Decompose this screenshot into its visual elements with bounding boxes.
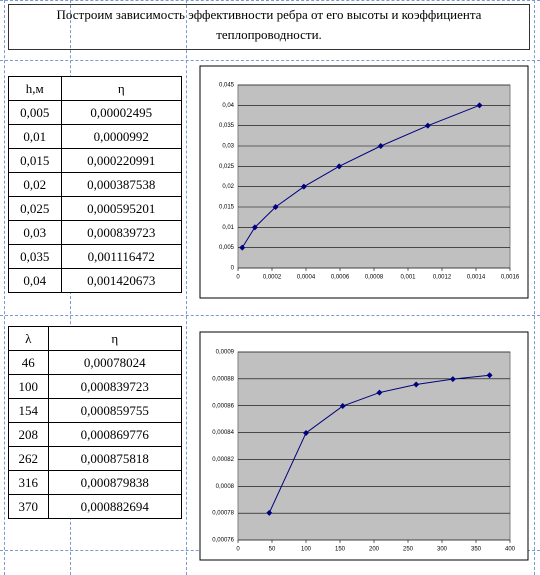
cell: 0,03: [8, 220, 62, 245]
data-point: [272, 204, 279, 210]
x-tick-label: 400: [505, 547, 516, 553]
x-tick-label: 0,0006: [331, 275, 350, 281]
cell: 0,0000992: [60, 124, 183, 149]
cell: 0,015: [8, 148, 62, 173]
cell: 0,000839723: [60, 220, 183, 245]
x-tick-label: 0,0008: [365, 275, 384, 281]
y-tick-label: 0,00076: [212, 538, 234, 544]
x-tick-label: 300: [437, 547, 448, 553]
table-conductivity: λ η 46 0,00078024 100 0,000839723 154 0,0008597…: [8, 326, 182, 519]
data-point: [266, 509, 273, 516]
cell: 0,02: [8, 172, 62, 197]
data-point: [476, 102, 483, 109]
x-tick-label: 250: [403, 547, 414, 553]
cell: 100: [8, 374, 49, 399]
title: Построим зависимость эффективности ребра…: [8, 4, 530, 50]
x-tick-label: 0,0014: [467, 275, 486, 281]
cell: 0,005: [8, 100, 62, 125]
cell: 0,000882694: [47, 494, 182, 519]
data-point: [486, 372, 493, 379]
data-point: [339, 403, 346, 410]
x-tick-label: 0,0016: [501, 275, 520, 281]
header-cell: η: [47, 326, 182, 351]
cell: 0,000595201: [60, 196, 183, 221]
x-tick-label: 50: [269, 547, 276, 553]
data-point: [377, 143, 384, 149]
data-point: [300, 183, 307, 190]
data-point: [413, 381, 420, 388]
x-tick-label: 200: [369, 547, 380, 553]
cell: 0,000220991: [60, 148, 183, 173]
y-tick-label: 0,02: [222, 184, 234, 190]
y-tick-label: 0,00082: [212, 457, 234, 463]
y-tick-label: 0: [231, 266, 235, 272]
plot-area: [237, 84, 511, 269]
x-tick-label: 350: [471, 547, 482, 553]
y-tick-label: 0,0009: [216, 350, 235, 356]
x-tick-label: 0,001: [400, 275, 416, 281]
title-text: Построим зависимость эффективности ребра…: [56, 7, 482, 42]
plot-area: [237, 351, 511, 541]
cell: 0,00078024: [47, 350, 182, 375]
cell: 0,000859755: [47, 398, 182, 423]
x-tick-label: 150: [335, 547, 346, 553]
y-tick-label: 0,045: [219, 83, 235, 89]
cell: 370: [8, 494, 49, 519]
x-tick-label: 0: [236, 547, 240, 553]
y-tick-label: 0,015: [219, 205, 235, 211]
x-tick-label: 0: [236, 275, 240, 281]
cell: 0,001420673: [60, 268, 183, 293]
x-tick-label: 100: [301, 547, 312, 553]
cell: 0,01: [8, 124, 62, 149]
table-height: h,м η 0,005 0,00002495 0,01 0,0000992 0,015 0,0…: [8, 76, 183, 293]
y-tick-label: 0,00086: [212, 403, 234, 409]
y-tick-label: 0,00088: [212, 376, 234, 382]
y-tick-label: 0,025: [219, 164, 235, 170]
y-tick-label: 0,00084: [212, 430, 234, 436]
header-cell: λ: [8, 326, 49, 351]
cell: 0,001116472: [60, 244, 183, 269]
x-tick-label: 0,0012: [433, 275, 452, 281]
data-line: [241, 104, 480, 248]
y-tick-label: 0,005: [219, 245, 235, 251]
y-tick-label: 0,0008: [216, 484, 235, 490]
header-cell: η: [60, 76, 183, 101]
x-tick-label: 0,0004: [297, 275, 316, 281]
cell: 0,035: [8, 244, 62, 269]
data-point: [239, 244, 246, 251]
data-point: [376, 389, 383, 396]
cell: 0,000879838: [47, 470, 182, 495]
cell: 0,000875818: [47, 446, 182, 471]
cell: 0,000839723: [47, 374, 182, 399]
y-tick-label: 0,03: [222, 144, 234, 150]
data-point: [251, 224, 258, 231]
y-tick-label: 0,01: [222, 225, 234, 231]
data-point: [336, 163, 343, 170]
header-cell: h,м: [8, 76, 62, 101]
data-point: [424, 122, 431, 129]
y-tick-label: 0,04: [222, 103, 234, 109]
cell: 0,025: [8, 196, 62, 221]
data-point: [303, 429, 309, 436]
cell: 0,000869776: [47, 422, 182, 447]
y-tick-label: 0,035: [219, 123, 235, 129]
cell: 46: [8, 350, 49, 375]
data-point: [449, 376, 456, 383]
x-tick-label: 0,0002: [263, 275, 282, 281]
y-tick-label: 0,00078: [212, 511, 234, 517]
cell: 0,00002495: [60, 100, 183, 125]
